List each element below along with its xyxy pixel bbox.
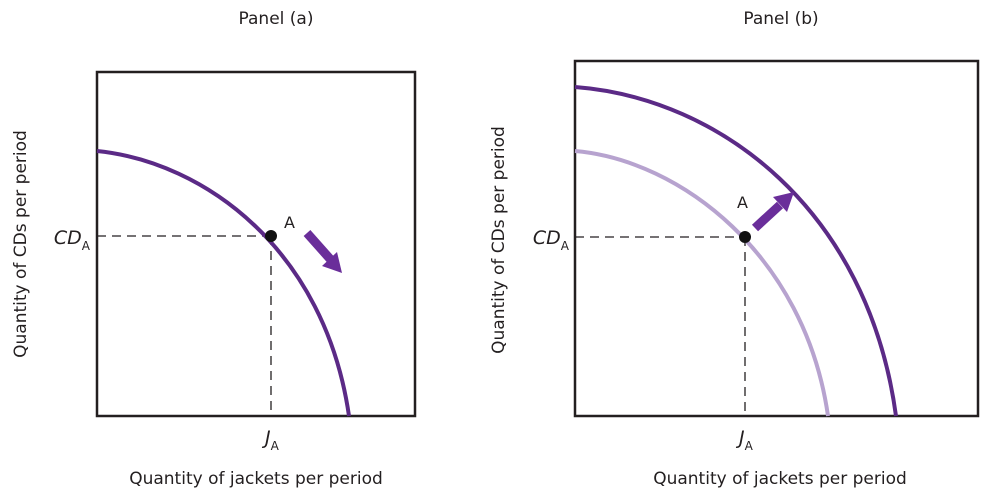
- panel-a: Panel (a) A CDA JA Quantity of CDs per p…: [11, 9, 417, 489]
- panel-a-ppc-curve: [96, 149, 351, 417]
- panel-b-point-a: [739, 231, 751, 243]
- panel-a-point-label: A: [284, 213, 295, 232]
- panel-b-shifted-ppc-curve: [574, 85, 898, 417]
- panel-b-original-ppc-curve: [574, 149, 830, 417]
- panel-b-x-axis-label: Quantity of jackets per period: [653, 469, 907, 489]
- panel-b-shift-arrow: [751, 192, 794, 232]
- panel-b-y-tick: CDA: [533, 227, 570, 253]
- panel-a-x-axis-label: Quantity of jackets per period: [129, 469, 383, 489]
- panel-a-plot-frame: [95, 70, 417, 418]
- panel-b: Panel (b) A CDA JA Quantity of CDs per p…: [489, 9, 980, 489]
- panel-a-x-tick: JA: [261, 427, 280, 453]
- panel-b-title: Panel (b): [743, 9, 818, 29]
- panel-a-title: Panel (a): [239, 9, 314, 29]
- panel-a-y-tick: CDA: [54, 227, 91, 253]
- panel-a-movement-arrow: [303, 230, 342, 273]
- panel-a-y-axis-label: Quantity of CDs per period: [11, 130, 31, 358]
- panel-b-x-tick: JA: [735, 427, 754, 453]
- panel-a-point-a: [265, 230, 277, 242]
- panel-b-point-label: A: [737, 193, 748, 212]
- panel-b-plot-frame: [573, 59, 980, 418]
- panel-b-y-axis-label: Quantity of CDs per period: [489, 126, 509, 354]
